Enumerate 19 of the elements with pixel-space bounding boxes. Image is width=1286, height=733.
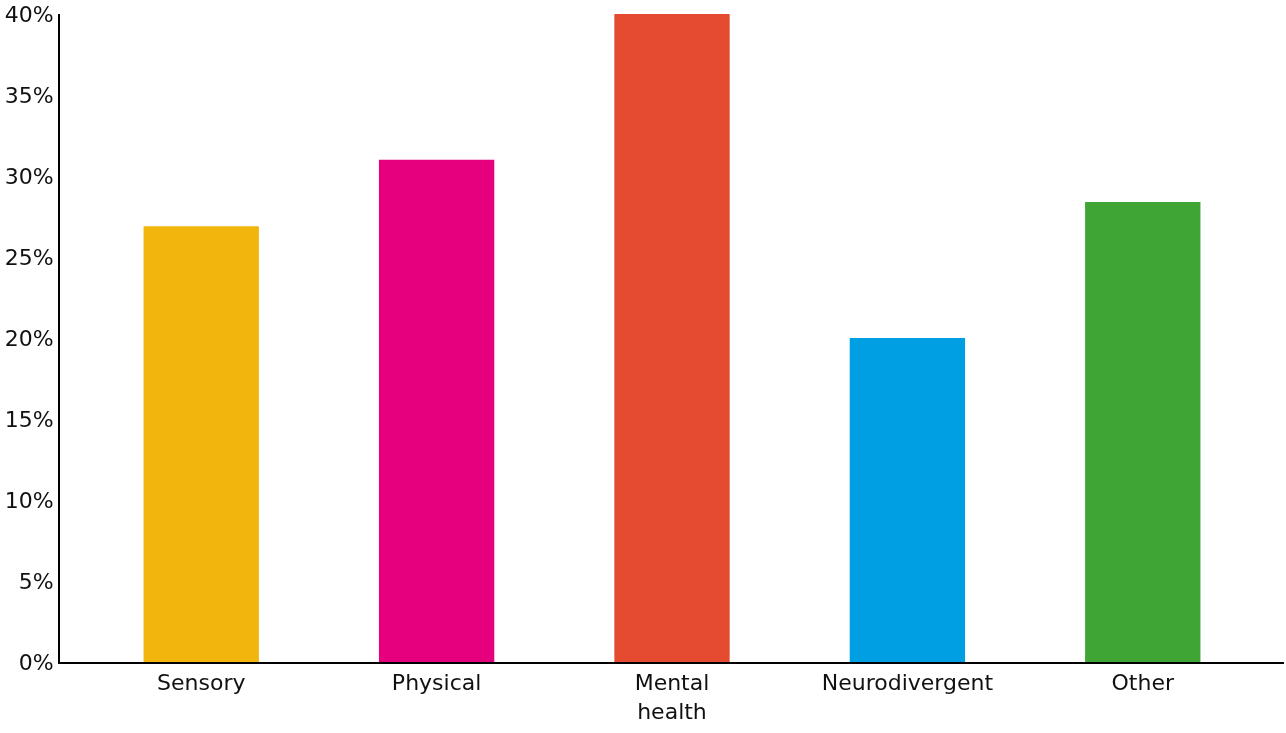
bar bbox=[143, 226, 259, 662]
y-tick-label: 15% bbox=[4, 406, 54, 432]
bar bbox=[614, 14, 730, 662]
bar bbox=[378, 159, 495, 662]
x-tick-label: Mental health bbox=[634, 670, 710, 724]
y-tick-label: 40% bbox=[4, 1, 54, 27]
y-tick-label: 30% bbox=[4, 163, 54, 189]
x-tick-label: Sensory bbox=[157, 670, 246, 696]
bar bbox=[849, 338, 966, 662]
x-tick-label: Other bbox=[1111, 670, 1175, 696]
x-tick-label: Physical bbox=[391, 670, 482, 696]
y-tick-label: 5% bbox=[18, 568, 54, 594]
bar bbox=[1085, 201, 1201, 662]
y-tick-label: 0% bbox=[18, 649, 54, 675]
x-tick-label: Neurodivergent bbox=[821, 670, 994, 696]
y-tick-label: 35% bbox=[4, 82, 54, 108]
y-tick-label: 10% bbox=[4, 487, 54, 513]
y-tick-label: 20% bbox=[4, 325, 54, 351]
y-tick-label: 25% bbox=[4, 244, 54, 270]
